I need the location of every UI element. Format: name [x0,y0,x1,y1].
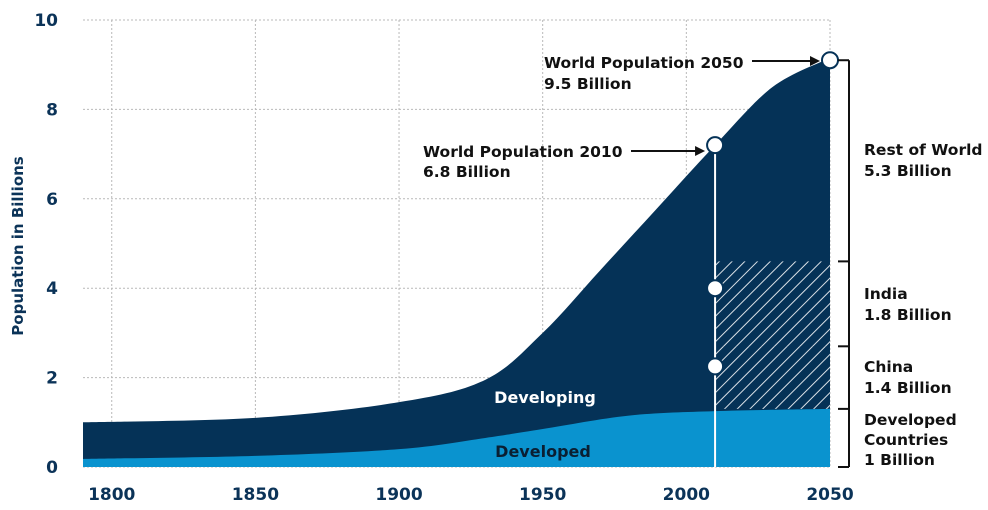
y-tick-label: 10 [34,11,58,31]
x-tick-label: 1850 [232,485,279,505]
hatch-band-china [715,346,830,409]
breakdown-label: 5.3 Billion [864,162,952,180]
x-tick-label: 2000 [663,485,710,505]
breakdown-label: 1 Billion [864,451,935,469]
breakdown-label: China [864,358,913,376]
marker-point [706,357,725,376]
series-label-developed: Developed [495,442,591,461]
annotation-2050-value: 9.5 Billion [544,75,632,93]
annotations: Developing Developed World Population 2010… [423,51,983,469]
overlay-layer [715,261,830,409]
developing-area [83,57,830,468]
developed-area [83,408,830,467]
series-label-developing: Developing [494,388,596,407]
marker-point [821,51,839,70]
annotation-2010-value: 6.8 Billion [423,163,511,181]
y-tick-label: 8 [46,100,58,120]
x-tick-label: 2050 [806,485,853,505]
breakdown-label: India [864,285,908,303]
axes: 1800 1850 1900 1950 2000 2050 0 2 4 6 8 10 [34,11,853,505]
breakdown-label: Countries [864,431,948,449]
hatch-band-india [715,261,830,347]
x-tick-label: 1950 [519,485,566,505]
y-tick-label: 2 [46,369,58,389]
y-tick-label: 4 [46,279,58,299]
x-tick-label: 1800 [88,485,135,505]
annotation-2050-arrow-head [810,56,820,66]
y-axis-label: Population in Billions [9,156,27,336]
breakdown-label: 1.4 Billion [864,379,952,397]
breakdown-label: Rest of World [864,141,983,159]
y-tick-label: 0 [46,458,58,478]
x-tick-label: 1900 [375,485,422,505]
area-layer [83,57,830,468]
annotation-2010-arrow-head [695,146,706,156]
breakdown-label: 1.8 Billion [864,306,952,324]
annotation-2010-title: World Population 2010 [423,143,623,161]
y-tick-label: 6 [46,190,58,210]
annotation-2050-title: World Population 2050 [544,54,744,72]
breakdown-label: Developed [864,411,957,429]
marker-point [706,136,725,155]
marker-point [706,279,725,298]
